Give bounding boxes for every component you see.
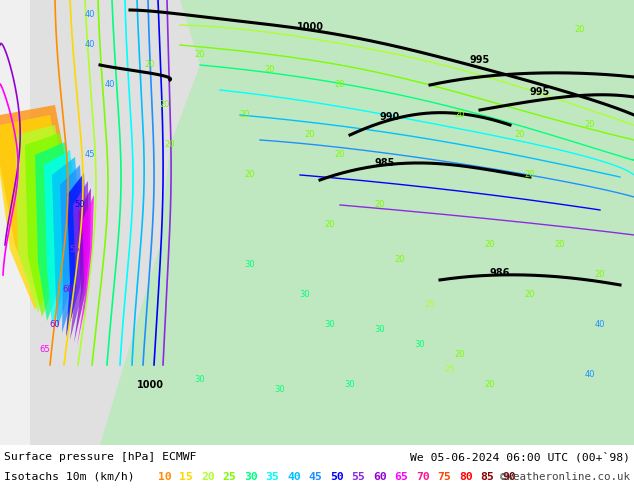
Text: 20: 20 <box>265 66 275 74</box>
Text: 20: 20 <box>555 241 566 249</box>
Text: 20: 20 <box>575 25 585 34</box>
Text: 60: 60 <box>49 320 60 329</box>
Text: 65: 65 <box>40 345 50 354</box>
Text: 1000: 1000 <box>297 22 323 32</box>
Polygon shape <box>0 105 70 305</box>
Text: 30: 30 <box>345 380 355 390</box>
Bar <box>0 0 30 445</box>
Text: 20: 20 <box>515 130 525 140</box>
Text: 30: 30 <box>244 472 258 482</box>
Text: 80: 80 <box>459 472 473 482</box>
Text: 20: 20 <box>375 200 385 209</box>
Text: 85: 85 <box>481 472 495 482</box>
Text: 1000: 1000 <box>136 380 164 390</box>
Text: 30: 30 <box>300 291 310 299</box>
Polygon shape <box>74 188 91 343</box>
Polygon shape <box>66 173 86 337</box>
Text: 25: 25 <box>425 300 436 310</box>
Text: 40: 40 <box>585 370 595 379</box>
Text: 40: 40 <box>595 320 605 329</box>
Text: 60: 60 <box>373 472 387 482</box>
Polygon shape <box>35 142 75 321</box>
Text: 20: 20 <box>595 270 605 279</box>
Text: Isotachs 10m (km/h): Isotachs 10m (km/h) <box>4 472 134 482</box>
Text: 20: 20 <box>485 241 495 249</box>
Polygon shape <box>15 125 68 313</box>
Text: 985: 985 <box>375 158 395 168</box>
Polygon shape <box>70 181 88 340</box>
Text: 50: 50 <box>75 200 85 209</box>
Text: 20: 20 <box>395 255 405 265</box>
Text: 75: 75 <box>437 472 451 482</box>
Text: 30: 30 <box>245 261 256 270</box>
Text: 30: 30 <box>375 325 385 335</box>
Text: 35: 35 <box>266 472 279 482</box>
Text: 60: 60 <box>63 286 74 294</box>
Text: 20: 20 <box>245 171 256 179</box>
Text: 25: 25 <box>444 366 455 374</box>
Text: 20: 20 <box>335 80 346 90</box>
Text: 25: 25 <box>223 472 236 482</box>
Text: 90: 90 <box>502 472 515 482</box>
Polygon shape <box>60 165 83 333</box>
Polygon shape <box>25 133 72 317</box>
Polygon shape <box>0 115 65 310</box>
Text: 990: 990 <box>380 112 400 122</box>
Text: 30: 30 <box>195 375 205 385</box>
Text: 10: 10 <box>158 472 172 482</box>
Text: 20: 20 <box>240 110 250 120</box>
Text: ©weatheronline.co.uk: ©weatheronline.co.uk <box>500 472 630 482</box>
Text: 20: 20 <box>195 50 205 59</box>
Text: 55: 55 <box>70 245 81 254</box>
Text: 65: 65 <box>394 472 408 482</box>
Text: 20: 20 <box>485 380 495 390</box>
Polygon shape <box>0 0 200 445</box>
Polygon shape <box>52 157 80 329</box>
Text: We 05-06-2024 06:00 UTC (00+`98): We 05-06-2024 06:00 UTC (00+`98) <box>410 452 630 462</box>
Text: Surface pressure [hPa] ECMWF: Surface pressure [hPa] ECMWF <box>4 452 197 462</box>
Text: 20: 20 <box>201 472 215 482</box>
Text: 20: 20 <box>585 121 595 129</box>
Text: 20: 20 <box>325 220 335 229</box>
Text: 20: 20 <box>165 141 175 149</box>
Text: 20: 20 <box>305 130 315 140</box>
Text: 45: 45 <box>309 472 322 482</box>
Text: 40: 40 <box>85 41 95 49</box>
Text: 995: 995 <box>530 87 550 97</box>
Text: 20: 20 <box>160 100 171 109</box>
Text: 40: 40 <box>85 10 95 20</box>
Text: 995: 995 <box>470 55 490 65</box>
Text: 45: 45 <box>85 150 95 159</box>
Text: 20: 20 <box>335 150 346 159</box>
Text: 30: 30 <box>275 386 285 394</box>
Text: 15: 15 <box>179 472 193 482</box>
Text: 20: 20 <box>525 291 535 299</box>
Polygon shape <box>44 150 78 325</box>
Text: 986: 986 <box>490 268 510 278</box>
Text: 20: 20 <box>455 110 465 120</box>
Polygon shape <box>77 195 94 346</box>
Text: 20: 20 <box>455 350 465 360</box>
Text: 55: 55 <box>351 472 365 482</box>
Text: 70: 70 <box>416 472 430 482</box>
Text: 40: 40 <box>287 472 301 482</box>
Text: 40: 40 <box>105 80 115 90</box>
Text: 50: 50 <box>330 472 344 482</box>
Text: 20: 20 <box>525 171 535 179</box>
Text: 20: 20 <box>145 60 155 70</box>
Text: 30: 30 <box>325 320 335 329</box>
Text: 30: 30 <box>415 341 425 349</box>
